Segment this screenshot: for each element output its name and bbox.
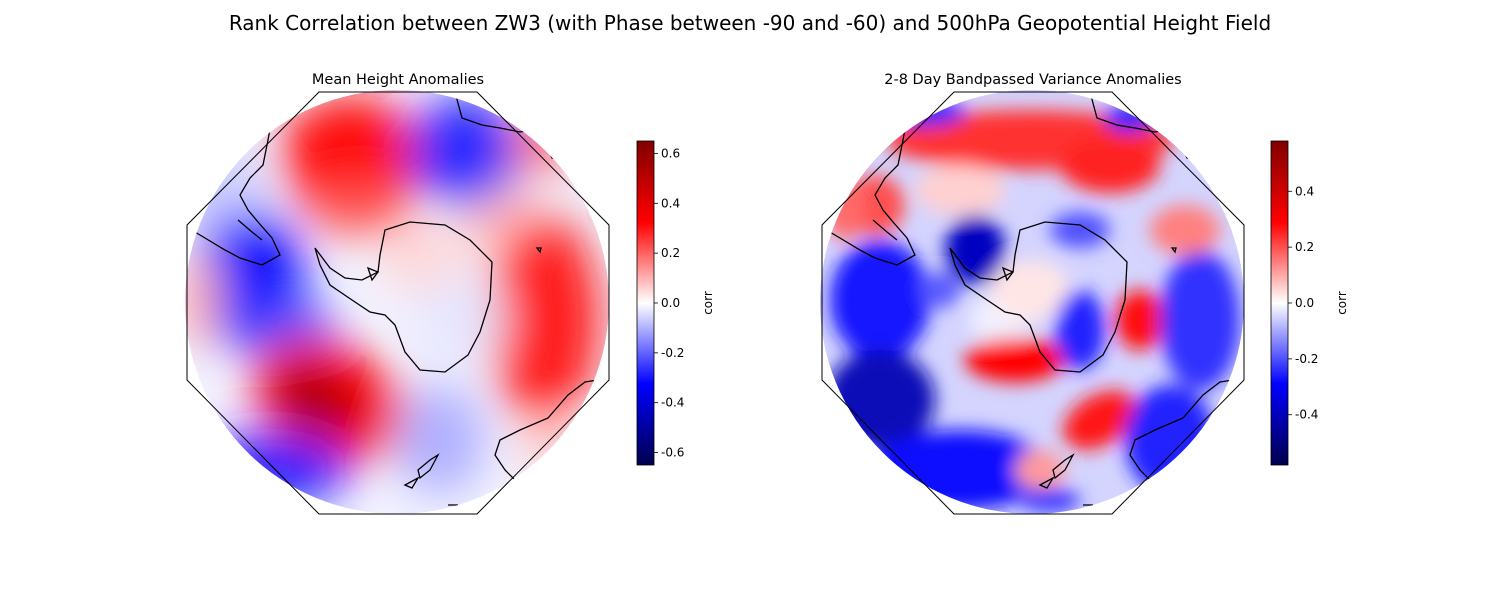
map-field	[820, 90, 1244, 514]
colorbar-tick-label: -0.2	[1295, 352, 1318, 366]
colorbar-tick-label: 0.2	[1295, 240, 1314, 254]
colorbar-label: corr	[1335, 291, 1349, 315]
colorbar-tick-label: 0.4	[661, 196, 680, 210]
colorbar-tick-label: -0.4	[1295, 408, 1318, 422]
colorbar-tick-label: 0.2	[661, 246, 680, 260]
panel-title: 2-8 Day Bandpassed Variance Anomalies	[884, 72, 1181, 88]
colorbar-tick-label: 0.0	[661, 296, 680, 310]
panel-variance: 2-8 Day Bandpassed Variance Anomalies	[820, 72, 1349, 515]
map-field	[185, 90, 609, 514]
figure-title: Rank Correlation between ZW3 (with Phase…	[229, 11, 1271, 35]
colorbar-tick-label: 0.6	[661, 146, 680, 160]
map-boundary	[821, 91, 1245, 515]
colorbar: 0.6 0.4 0.2 0.0 -0.2 -0.4 -0.6 corr	[636, 140, 715, 466]
colorbar-tick-label: 0.0	[1295, 296, 1314, 310]
panel-title: Mean Height Anomalies	[312, 72, 484, 88]
map-boundary	[186, 91, 610, 515]
colorbar: 0.4 0.2 0.0 -0.2 -0.4 corr	[1270, 140, 1349, 466]
panel-mean-height: Mean Height Anomalies	[185, 72, 715, 515]
colorbar-tick-label: -0.6	[661, 446, 684, 460]
colorbar-label: corr	[701, 291, 715, 315]
colorbar-tick-label: 0.4	[1295, 184, 1314, 198]
colorbar-tick-label: -0.4	[661, 396, 684, 410]
colorbar-tick-label: -0.2	[661, 346, 684, 360]
